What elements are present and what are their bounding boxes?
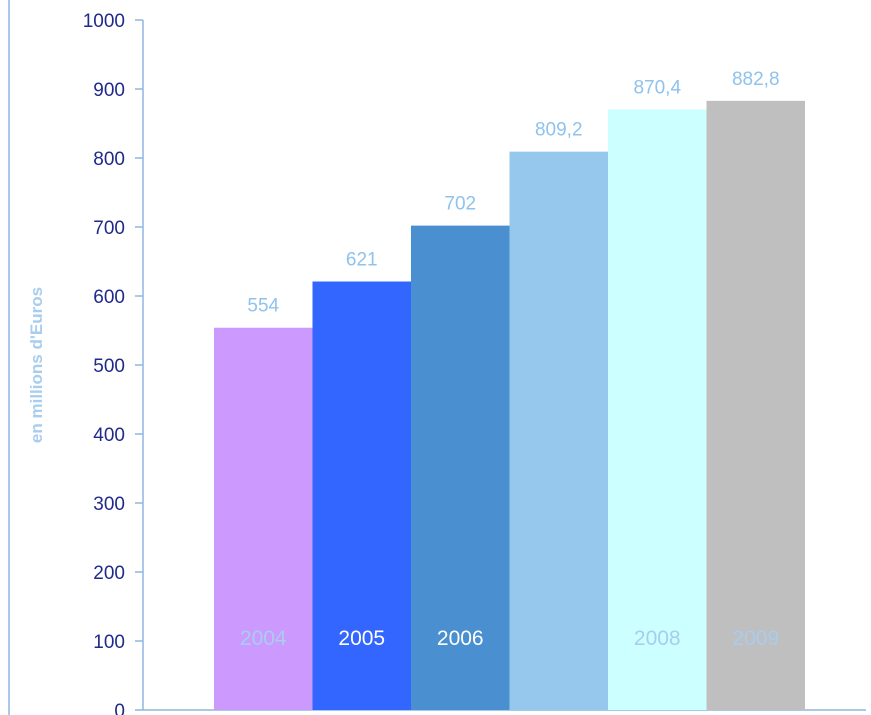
y-tick-label: 800 [93, 149, 125, 170]
value-label-2008: 870,4 [633, 77, 681, 98]
y-tick-label: 1000 [83, 11, 125, 32]
y-tick-label: 400 [93, 425, 125, 446]
category-label-2008: 2008 [634, 627, 681, 650]
bar-2008 [608, 109, 707, 710]
value-labels: 554 621 702 809,2 870,4 882,8 [247, 69, 779, 317]
bar-2004 [214, 327, 313, 710]
category-labels: 2004 2005 2006 2008 2009 [240, 627, 779, 650]
y-tick-label: 200 [93, 563, 125, 584]
y-axis-label: en millions d'Euros [27, 287, 46, 443]
y-tick-label: 600 [93, 287, 125, 308]
category-label-2005: 2005 [338, 627, 385, 650]
value-label-2004: 554 [247, 296, 279, 317]
category-label-2004: 2004 [240, 627, 287, 650]
value-label-2007: 809,2 [535, 120, 583, 141]
y-tick-label: 100 [93, 632, 125, 653]
category-label-2009: 2009 [732, 627, 779, 650]
y-tick-label: 700 [93, 218, 125, 239]
bar-2006 [411, 225, 510, 710]
y-tick-label: 500 [93, 356, 125, 377]
value-label-2006: 702 [444, 194, 476, 215]
y-tick-label: 0 [114, 701, 125, 715]
bar-2005 [312, 281, 411, 710]
y-tick-label: 300 [93, 494, 125, 515]
y-tick-label: 900 [93, 80, 125, 101]
axes: 0 100 200 300 400 500 600 700 800 900 1000 [8, 0, 866, 715]
bars [214, 100, 805, 711]
category-label-2006: 2006 [437, 627, 484, 650]
value-label-2005: 621 [346, 250, 378, 271]
bar-2007 [509, 151, 608, 711]
value-label-2009: 882,8 [732, 69, 780, 90]
bar-2009 [706, 100, 805, 711]
